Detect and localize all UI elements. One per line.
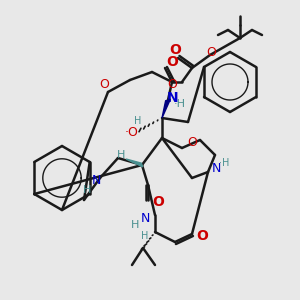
Text: O: O (196, 229, 208, 243)
Text: O: O (152, 195, 164, 209)
Text: H: H (141, 231, 149, 241)
Text: N: N (211, 161, 221, 175)
Polygon shape (162, 99, 170, 118)
Text: O: O (169, 43, 181, 57)
Text: H: H (131, 220, 139, 230)
Text: O: O (166, 55, 178, 69)
Text: H: H (117, 150, 125, 160)
Text: O: O (99, 79, 109, 92)
Text: ·H: ·H (174, 99, 186, 109)
Text: O: O (167, 79, 177, 92)
Text: ·O: ·O (125, 125, 139, 139)
Text: H: H (134, 116, 142, 126)
Text: N: N (91, 175, 101, 188)
Text: O: O (206, 46, 216, 59)
Text: N: N (140, 212, 150, 226)
Text: H: H (83, 185, 91, 195)
Text: N: N (167, 91, 179, 105)
Text: O: O (187, 136, 197, 149)
Polygon shape (126, 159, 143, 167)
Text: ·H: ·H (219, 158, 229, 168)
